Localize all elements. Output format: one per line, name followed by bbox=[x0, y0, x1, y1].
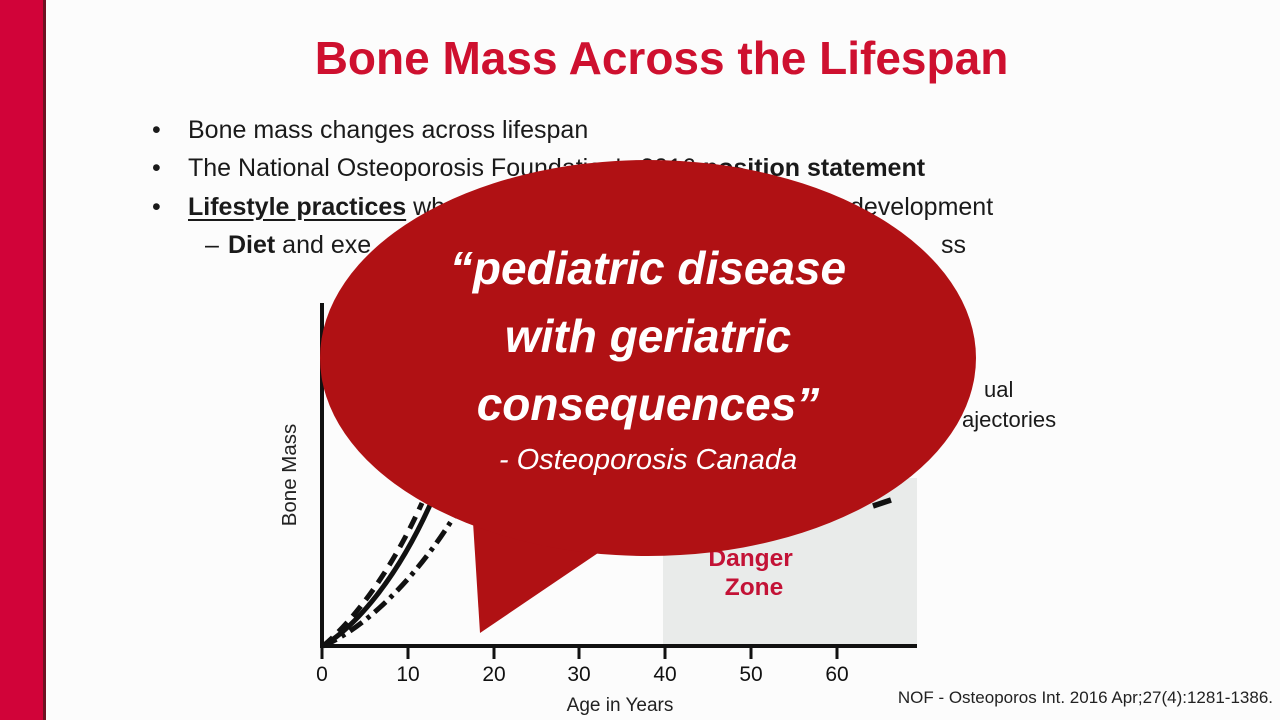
bullet-3-underlined-text: Lifestyle practices bbox=[188, 193, 407, 221]
svg-text:40: 40 bbox=[653, 663, 676, 686]
sub-bullet-bold-text: Diet bbox=[228, 231, 276, 259]
bullet-icon: • bbox=[152, 193, 161, 221]
sub-bullet-item: – Diet and exe bbox=[205, 230, 371, 260]
bullet-icon: • bbox=[152, 116, 161, 144]
quote-line-2: with geriatric bbox=[504, 310, 792, 362]
legend-fragment-1: ual bbox=[984, 377, 1014, 402]
quote-attribution: - Osteoporosis Canada bbox=[498, 444, 798, 476]
bullet-icon: • bbox=[152, 154, 161, 182]
svg-text:0: 0 bbox=[316, 663, 328, 686]
svg-text:30: 30 bbox=[567, 663, 590, 686]
sub-bullet-dash-icon: – bbox=[205, 231, 219, 259]
quote-line-1: “pediatric disease bbox=[449, 242, 847, 294]
slide-title: Bone Mass Across the Lifespan bbox=[314, 32, 1009, 84]
sub-bullet-right-fragment: ss bbox=[941, 231, 966, 259]
y-axis-label: Bone Mass bbox=[278, 424, 301, 527]
svg-text:60: 60 bbox=[825, 663, 848, 686]
callout-ellipse bbox=[320, 160, 976, 556]
x-axis-tick-labels: 0 10 20 30 40 50 60 bbox=[316, 663, 849, 686]
quote-line-3: consequences” bbox=[476, 378, 820, 430]
curve-fragment-right bbox=[872, 497, 892, 509]
bullet-1-text: Bone mass changes across lifespan bbox=[188, 116, 589, 144]
curve-dashdot-low bbox=[322, 513, 458, 649]
x-axis-ticks bbox=[320, 646, 839, 659]
svg-text:50: 50 bbox=[739, 663, 762, 686]
svg-text:20: 20 bbox=[482, 663, 505, 686]
svg-text:10: 10 bbox=[396, 663, 419, 686]
legend-fragment-2: ajectories bbox=[962, 407, 1057, 432]
left-accent-stripe bbox=[0, 0, 46, 720]
bullet-item-1: • Bone mass changes across lifespan bbox=[152, 115, 588, 145]
reference-citation: NOF - Osteoporos Int. 2016 Apr;27(4):128… bbox=[897, 688, 1273, 707]
callout-quote: “pediatric disease with geriatric conseq… bbox=[320, 234, 976, 482]
sub-bullet-text: and exe bbox=[275, 231, 372, 259]
x-axis-label: Age in Years bbox=[567, 695, 674, 716]
curve-dashed-high bbox=[321, 501, 425, 648]
